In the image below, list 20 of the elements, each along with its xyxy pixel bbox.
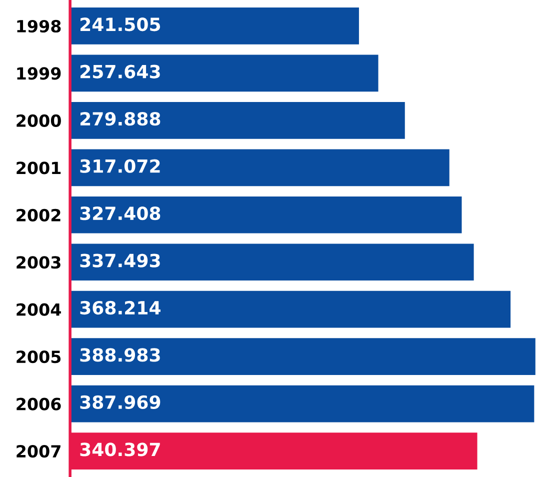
data-label: 388.983 xyxy=(80,348,160,362)
data-label: 317.072 xyxy=(80,159,160,173)
y-tick-label: 2002 xyxy=(16,208,60,222)
data-label: 257.643 xyxy=(80,64,160,78)
y-tick-label: 2000 xyxy=(16,114,61,127)
y-tick-label: 1998 xyxy=(17,20,61,33)
y-tick-label: 2004 xyxy=(16,303,61,316)
data-label: 368.214 xyxy=(80,300,160,315)
y-tick-label: 2003 xyxy=(16,256,60,269)
data-label: 327.408 xyxy=(80,206,160,220)
y-tick-label: 2005 xyxy=(16,350,61,364)
data-label: 387.969 xyxy=(80,395,160,410)
y-tick-label: 1999 xyxy=(17,67,61,80)
data-label: 241.505 xyxy=(80,18,160,32)
data-label: 279.888 xyxy=(80,112,160,126)
y-tick-label: 2006 xyxy=(16,398,61,410)
y-tick-label: 2007 xyxy=(16,444,60,458)
data-label: 337.493 xyxy=(80,254,160,268)
y-tick-label: 2001 xyxy=(16,162,61,174)
data-label: 340.397 xyxy=(80,442,160,456)
